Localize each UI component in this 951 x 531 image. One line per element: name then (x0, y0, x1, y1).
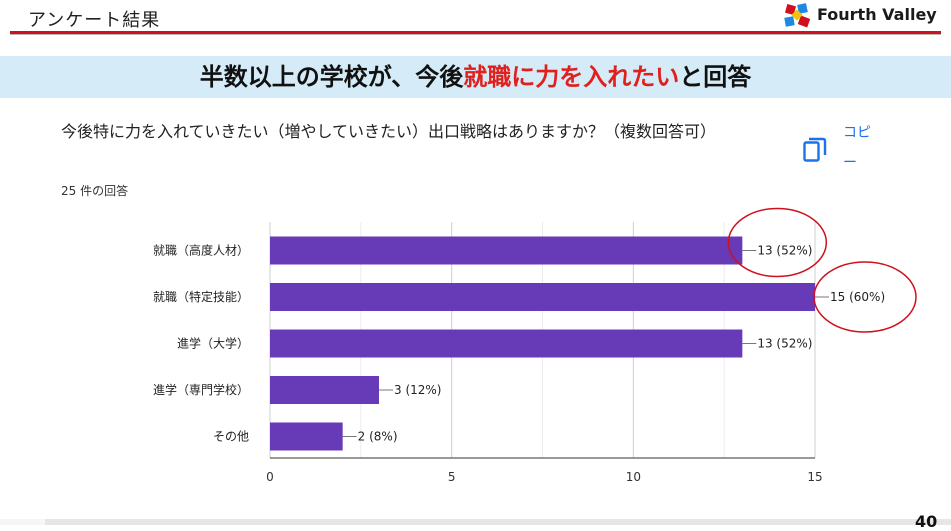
chart-leader-lines (342, 250, 829, 437)
data-label: 15 (60%) (830, 290, 885, 304)
bottom-bar (0, 519, 951, 525)
x-tick-label: 15 (807, 470, 822, 484)
category-label: 進学（大学） (177, 336, 249, 351)
data-label: 13 (52%) (757, 337, 812, 351)
data-label: 2 (8%) (358, 430, 398, 444)
highlight-circle (813, 261, 917, 333)
logo-text: Fourth Valley (817, 5, 937, 24)
headline-banner: 半数以上の学校が、今後就職に力を入れたいと回答 (0, 56, 951, 98)
bar (270, 236, 743, 265)
chart-bars (270, 236, 815, 451)
company-logo: Fourth Valley (783, 2, 943, 30)
bar-chart: 13 (52%) 15 (60%) 13 (52%) 3 (12%) 2 (8%) 就職… (153, 207, 917, 484)
category-label: 就職（高度人材） (153, 243, 249, 258)
highlight-circle (727, 207, 828, 278)
bar (270, 329, 743, 358)
chart-tick-labels: 0 5 10 15 (266, 470, 822, 484)
response-count: 25 件の回答 (61, 184, 129, 198)
category-label: その他 (213, 430, 249, 444)
bar (270, 376, 379, 404)
x-tick-label: 5 (448, 470, 456, 484)
logo-mark-icon (784, 3, 811, 28)
x-tick-label: 0 (266, 470, 274, 484)
copy-button-label[interactable]: コピー (843, 125, 871, 171)
category-label: 就職（特定技能） (153, 289, 249, 304)
header-divider-gray (10, 34, 941, 35)
data-label: 13 (52%) (757, 244, 812, 258)
headline-text-end: と回答 (679, 63, 752, 91)
header-divider-red (10, 31, 941, 34)
headline-text: 半数以上の学校が、今後 (199, 63, 464, 91)
chart-highlight-circles (727, 207, 917, 333)
page-number: 40 (915, 512, 938, 531)
chart-category-labels: 就職（高度人材） 就職（特定技能） 進学（大学） 進学（専門学校） その他 (153, 243, 249, 444)
copy-icon[interactable] (803, 137, 829, 163)
headline-highlight: 就職に力を入れたい (463, 63, 680, 91)
chart-data-labels: 13 (52%) 15 (60%) 13 (52%) 3 (12%) 2 (8%) (358, 244, 885, 444)
data-label: 3 (12%) (394, 383, 441, 397)
bar (270, 422, 343, 451)
section-label: アンケート結果 (28, 10, 161, 31)
category-label: 進学（専門学校） (153, 382, 249, 397)
question-text: 今後特に力を入れていきたい（増やしていきたい）出口戦略はありますか？（複数回答可… (61, 122, 717, 141)
x-tick-label: 10 (626, 470, 641, 484)
bar (270, 283, 815, 311)
